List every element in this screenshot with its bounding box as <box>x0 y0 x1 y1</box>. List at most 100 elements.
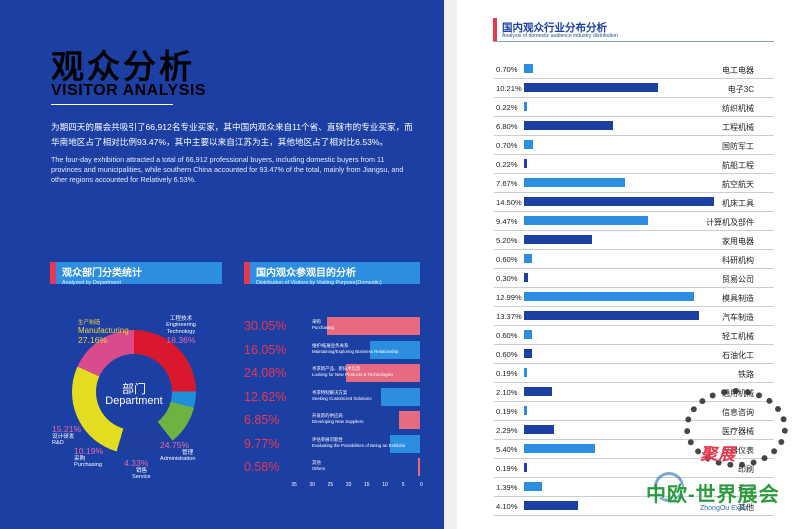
industry-bar <box>524 121 614 130</box>
purpose-axis-tick: 25 <box>327 482 334 488</box>
industry-pct: 10.21% <box>496 84 522 93</box>
donut-center-cn: 部门 <box>121 382 146 396</box>
purpose-label-en: Seeking Customized Solutions <box>312 395 372 401</box>
purpose-axis-tick: 35 <box>291 482 297 488</box>
purpose-value: 30.05% <box>244 319 287 333</box>
industry-name: 工程机械 <box>722 123 754 132</box>
purpose-value: 16.05% <box>244 342 287 357</box>
industry-row: 0.70% 国防军工 <box>494 136 774 155</box>
intro-en: The four-day exhibition attracted a tota… <box>51 155 404 184</box>
industry-bar <box>524 292 695 301</box>
industry-name: 机床工具 <box>722 199 754 208</box>
industry-name: 航船工程 <box>722 161 754 170</box>
purpose-bar <box>345 364 420 382</box>
industry-bar <box>524 368 527 377</box>
purpose-bar <box>418 458 420 476</box>
industry-bar <box>524 159 527 168</box>
industry-bar <box>524 463 527 472</box>
purpose-value: 24.08% <box>244 366 287 380</box>
industry-name: 铁路 <box>738 370 754 379</box>
title-divider <box>51 104 173 105</box>
donut-hole <box>96 354 172 430</box>
industry-name: 科研机构 <box>722 256 754 265</box>
industry-row: 0.19% 印刷 <box>494 459 774 478</box>
industry-pct: 6.80% <box>496 122 518 131</box>
industry-pct: 14.50% <box>496 198 522 207</box>
purpose-bar <box>370 340 420 359</box>
industry-pct: 2.29% <box>496 426 518 435</box>
purpose-heading: 国内观众参观目的分析 Distribution of Visitors by V… <box>244 262 420 286</box>
purpose-label: 寻求特制解决方案 Seeking Customized Solutions <box>312 390 372 402</box>
industry-pct: 0.60% <box>496 350 518 359</box>
industry-row: 10.21% 电子3C <box>494 79 774 98</box>
purpose-row: 评估参展可能性 Evaluating the Possibilities of B… <box>312 434 420 453</box>
industry-name: 造纸 <box>738 484 754 493</box>
purpose-heading-en: Distribution of Visitors by Visiting Pur… <box>256 280 382 286</box>
purpose-label-cn: 开发新的供应商 <box>312 413 343 418</box>
purpose-label-en: Others <box>312 466 326 471</box>
industry-name: 家用电器 <box>722 237 754 246</box>
industry-name: 贸易公司 <box>722 275 754 284</box>
industry-pct: 0.19% <box>496 407 518 416</box>
industry-bar <box>524 273 528 282</box>
industry-row: 4.10% 其他 <box>494 497 774 516</box>
industry-row: 0.60% 轻工机械 <box>494 326 774 345</box>
industry-name: 汽车制造 <box>722 313 754 322</box>
industry-heading-cn: 国内观众行业分布分析 <box>502 22 607 34</box>
industry-pct: 0.30% <box>496 274 518 283</box>
industry-name: 印刷 <box>738 465 754 474</box>
purpose-value: 6.85% <box>244 413 280 427</box>
purpose-label-cn: 寻求新产品、新技术信息 <box>312 366 361 371</box>
purpose-label: 评估参展可能性 Evaluating the Possibilities of B… <box>312 437 406 449</box>
industry-pct: 0.19% <box>496 464 518 473</box>
purpose-label-cn: 采购 <box>312 319 321 324</box>
industry-pct: 0.70% <box>496 65 518 74</box>
industry-row: 5.20% 家用电器 <box>494 231 774 250</box>
industry-bar <box>524 197 714 206</box>
purpose-bar <box>381 387 420 406</box>
industry-bar <box>524 501 578 510</box>
donut-center-en: Department <box>105 395 163 407</box>
purpose-label: 寻求新产品、新技术信息 Looking for New Products & Te… <box>312 366 393 378</box>
purpose-axis-tick: 0 <box>420 482 423 488</box>
industry-name: 其他 <box>738 503 754 512</box>
purpose-label: 其他 Others <box>312 460 325 472</box>
purpose-bar <box>398 411 420 429</box>
industry-row: 0.60% 科研机构 <box>494 250 774 269</box>
industry-bar <box>524 102 527 111</box>
industry-name: 石油化工 <box>722 351 754 360</box>
purpose-axis-tick: 5 <box>401 482 405 488</box>
industry-name: 电工电器 <box>722 66 754 75</box>
purpose-label-cn: 其他 <box>312 460 321 465</box>
purpose-row: 开发新的供应商 Developing New Suppliers <box>312 411 420 429</box>
industry-pct: 2.10% <box>496 388 518 397</box>
watermark-en: ZhongOu Expo <box>700 505 748 512</box>
industry-pct: 5.40% <box>496 445 518 454</box>
watermark-logo: 中欧-世界展会 <box>646 484 780 506</box>
industry-pct: 0.60% <box>496 255 518 264</box>
purpose-label: 维护/拓展业务关系 Maintaining/Exploring Business … <box>312 343 398 355</box>
industry-row: 0.22% 纺织机械 <box>494 98 774 117</box>
industry-row: 0.60% 石油化工 <box>494 345 774 364</box>
purpose-label-cn: 评估参展可能性 <box>312 436 343 442</box>
industry-bar <box>524 140 534 149</box>
purpose-row: 维护/拓展业务关系 Maintaining/Exploring Business … <box>312 340 420 359</box>
industry-bar <box>524 83 658 92</box>
purpose-row: 寻求新产品、新技术信息 Looking for New Products & Te… <box>312 364 420 382</box>
industry-row: 0.19% 铁路 <box>494 364 774 383</box>
industry-pct: 5.20% <box>496 236 518 245</box>
industry-row: 0.22% 航船工程 <box>494 155 774 174</box>
industry-pct: 13.37% <box>496 312 522 321</box>
department-heading-en: Analyzed by Department <box>62 280 122 286</box>
industry-pct: 9.47% <box>496 217 518 226</box>
purpose-row: 采购 Purchasing <box>312 317 420 335</box>
qr-code-watermark <box>684 388 788 468</box>
purpose-axis-tick: 20 <box>345 482 352 488</box>
industry-row: 6.80% 工程机械 <box>494 117 774 136</box>
industry-name: 国防军工 <box>722 142 754 151</box>
industry-bar <box>524 387 552 396</box>
industry-bar <box>524 482 543 491</box>
purpose-label-en: Developing New Suppliers <box>312 419 364 424</box>
industry-name: 模具制造 <box>722 294 754 303</box>
